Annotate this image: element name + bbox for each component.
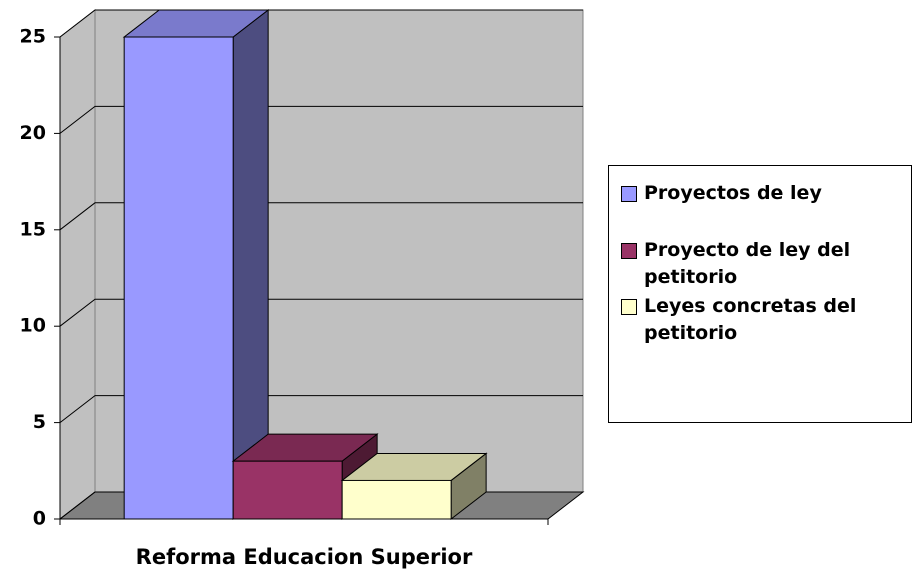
y-tick-label: 20 [20, 122, 46, 144]
legend-swatch [621, 299, 637, 315]
legend-label: Proyecto de ley del petitorio [644, 239, 851, 288]
y-tick-label: 15 [20, 218, 46, 240]
y-tick-label: 0 [33, 508, 46, 530]
grid-line [59, 202, 583, 231]
y-tick-label: 5 [33, 411, 46, 433]
legend-entry: Leyes concretas del petitorio [621, 293, 911, 347]
grid-line [59, 395, 583, 423]
bar [232, 460, 343, 520]
grid-line [59, 298, 583, 327]
x-tick-label: Reforma Educacion Superior [136, 545, 473, 569]
side-wall [59, 8, 96, 521]
legend-entry: Proyectos de ley [621, 180, 911, 207]
y-tick-label: 25 [20, 26, 46, 48]
legend-label: Leyes concretas del petitorio [644, 295, 857, 344]
legend: Proyectos de ley Proyecto de ley del peti… [608, 165, 912, 423]
bar [341, 479, 452, 520]
legend-entry: Proyecto de ley del petitorio [621, 237, 911, 291]
y-tick-label: 10 [20, 315, 46, 337]
legend-swatch [621, 186, 637, 202]
legend-swatch [621, 243, 637, 259]
grid-line [59, 105, 583, 134]
legend-label: Proyectos de ley [644, 182, 822, 204]
bar [123, 36, 234, 520]
grid-line [59, 9, 583, 38]
